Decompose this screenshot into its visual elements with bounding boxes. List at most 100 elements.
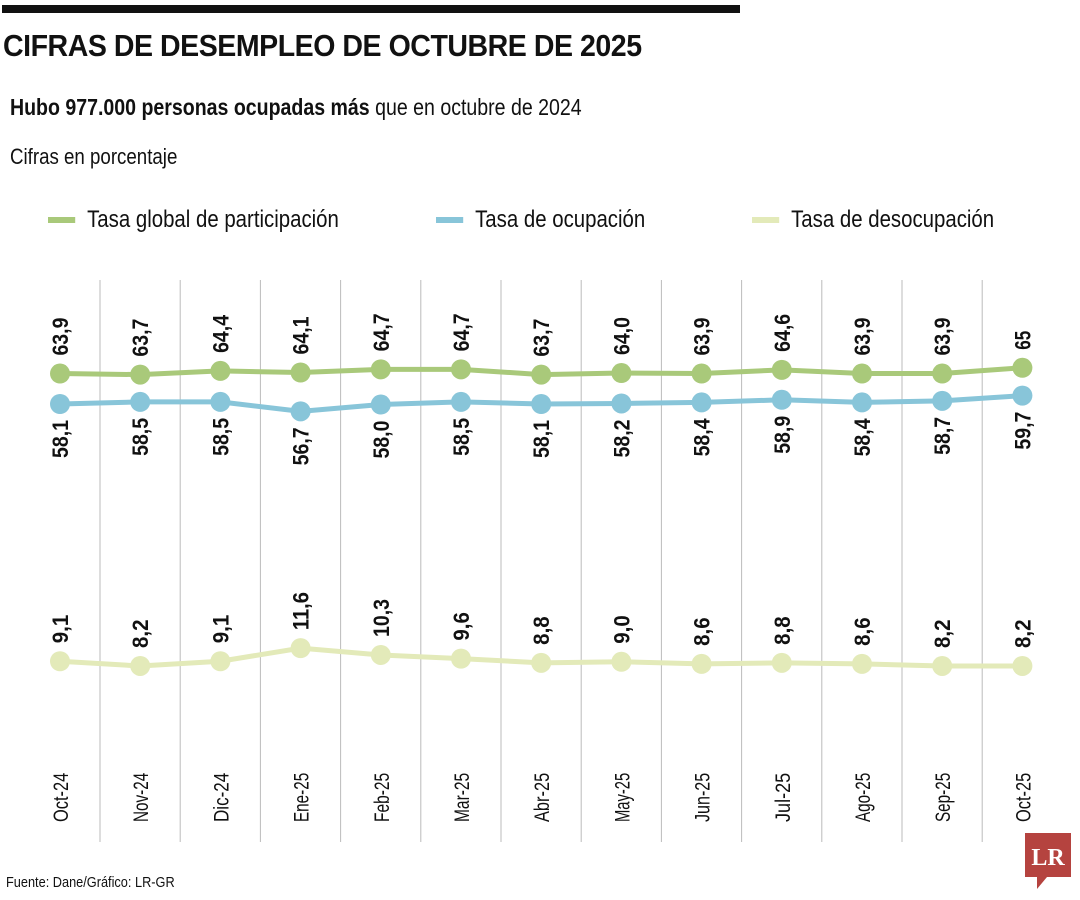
data-point: [50, 394, 70, 414]
data-point: [451, 391, 471, 412]
data-label: 58,0: [369, 421, 394, 459]
data-point: [611, 393, 632, 414]
data-label: 63,9: [690, 318, 715, 356]
data-label: 59,7: [1010, 412, 1035, 450]
data-label: 58,7: [930, 417, 955, 455]
subtitle-bold: Hubo 977.000 personas ocupadas más: [10, 94, 370, 120]
data-label: 8,8: [770, 616, 795, 645]
data-label: 8,6: [850, 617, 875, 646]
data-point: [852, 392, 872, 413]
data-label: 65: [1010, 331, 1035, 350]
data-label: 10,3: [369, 599, 394, 637]
data-label: 58,2: [609, 419, 634, 457]
data-point: [932, 363, 953, 384]
data-label: 56,7: [289, 427, 314, 465]
x-tick-label: Oct-25: [1012, 773, 1035, 822]
svg-text:LR: LR: [1031, 845, 1065, 871]
legend-label: Tasa global de participación: [87, 206, 339, 233]
data-point: [370, 394, 391, 415]
data-label: 64,1: [289, 317, 314, 355]
data-label: 9,1: [48, 615, 73, 644]
chart-subtitle: Hubo 977.000 personas ocupadas más que e…: [10, 94, 582, 121]
data-point: [691, 392, 712, 413]
data-point: [852, 363, 872, 384]
data-point: [451, 648, 471, 669]
data-label: 64,0: [609, 317, 634, 355]
data-label: 64,6: [770, 314, 795, 352]
data-point: [370, 359, 391, 380]
legend-item-participacion: Tasa global de participación: [48, 206, 339, 234]
data-point: [50, 363, 70, 384]
top-rule: [2, 5, 740, 13]
x-tick-label: Sep-25: [932, 773, 955, 822]
data-point: [130, 655, 151, 676]
data-label: 8,2: [1010, 619, 1035, 648]
data-point: [932, 390, 953, 411]
data-point: [771, 652, 792, 673]
data-label: 63,9: [930, 318, 955, 356]
data-point: [852, 653, 872, 674]
legend-label: Tasa de desocupación: [791, 206, 995, 233]
x-tick-label: Ene-25: [291, 773, 314, 822]
data-label: 63,7: [529, 319, 554, 357]
data-label: 11,6: [289, 592, 314, 630]
data-label: 58,1: [48, 420, 73, 458]
data-label: 9,6: [449, 612, 474, 641]
data-label: 58,9: [770, 416, 795, 454]
data-point: [130, 364, 151, 385]
data-label: 58,5: [449, 418, 474, 456]
x-tick-label: Ago-25: [852, 773, 875, 822]
x-tick-label: Dic-24: [210, 773, 233, 822]
data-point: [611, 363, 632, 384]
x-tick-label: May-25: [611, 773, 634, 822]
x-tick-label: Feb-25: [371, 773, 394, 822]
data-point: [1012, 357, 1033, 378]
subtitle-rest: que en octubre de 2024: [369, 94, 582, 120]
x-tick-label: Jul-25: [772, 773, 795, 822]
data-point: [130, 391, 151, 412]
data-label: 58,5: [128, 418, 153, 456]
x-tick-label: Mar-25: [451, 773, 474, 822]
units-note: Cifras en porcentaje: [10, 144, 178, 169]
lr-logo: LR: [1025, 833, 1071, 889]
data-label: 58,1: [529, 420, 554, 458]
data-point: [1012, 385, 1033, 406]
data-point: [531, 394, 552, 414]
x-tick-label: Jun-25: [692, 773, 715, 822]
data-point: [370, 644, 391, 665]
legend-swatch: [752, 217, 780, 223]
data-point: [210, 360, 231, 381]
data-label: 8,2: [930, 619, 955, 648]
legend-item-ocupacion: Tasa de ocupación: [436, 206, 645, 234]
data-label: 9,1: [208, 615, 233, 644]
data-point: [771, 389, 792, 410]
x-tick-label: Nov-24: [130, 773, 153, 822]
data-point: [691, 363, 712, 384]
data-point: [531, 652, 552, 673]
data-label: 9,0: [609, 615, 634, 644]
data-point: [611, 651, 632, 672]
data-label: 64,4: [208, 314, 233, 353]
data-point: [451, 359, 471, 380]
data-point: [290, 638, 311, 659]
data-point: [210, 651, 231, 672]
data-point: [771, 359, 792, 380]
data-label: 63,7: [128, 319, 153, 357]
data-point: [290, 401, 311, 422]
data-label: 58,5: [208, 418, 233, 456]
legend-label: Tasa de ocupación: [475, 206, 646, 233]
data-label: 63,9: [850, 318, 875, 356]
data-point: [932, 655, 953, 676]
data-point: [691, 653, 712, 674]
x-tick-label: Abr-25: [531, 773, 554, 822]
chart-title: CIFRAS DE DESEMPLEO DE OCTUBRE DE 2025: [3, 28, 642, 63]
data-label: 64,7: [369, 313, 394, 351]
data-label: 8,2: [128, 619, 153, 648]
legend-swatch: [48, 217, 76, 223]
source-note: Fuente: Dane/Gráfico: LR-GR: [6, 874, 175, 891]
data-label: 8,6: [690, 617, 715, 646]
data-point: [290, 362, 311, 383]
x-tick-label: Oct-24: [50, 773, 73, 822]
data-label: 64,7: [449, 313, 474, 351]
